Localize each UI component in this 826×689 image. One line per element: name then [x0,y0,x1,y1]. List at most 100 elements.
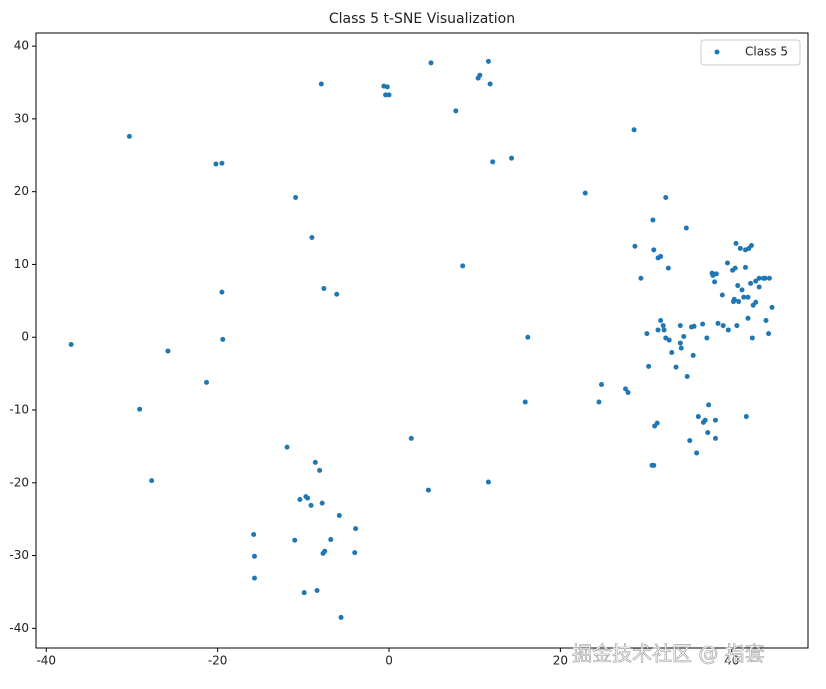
point [736,299,742,305]
watermark: 掘金技术社区 @ 指套 [572,642,765,666]
x-tick-label: -20 [208,654,228,668]
point [695,414,701,420]
point [712,279,718,285]
point [753,299,759,305]
point [68,342,74,348]
point [321,285,327,291]
point [137,406,143,412]
point [308,502,314,508]
point [314,588,320,594]
point [284,444,290,450]
y-tick-label: 10 [14,257,29,271]
x-tick-label: -40 [36,654,56,668]
point [338,614,344,620]
chart-title: Class 5 t-SNE Visualization [329,11,515,27]
point [702,417,708,423]
point [769,304,775,310]
x-tick-label: 20 [553,654,568,668]
point [453,108,459,114]
point [766,275,772,281]
point [719,292,725,298]
plot-frame [35,32,809,649]
point [309,235,315,241]
point [297,497,303,503]
point [149,478,155,484]
point [743,414,749,420]
point [213,161,219,167]
point [666,337,672,343]
point [655,327,661,333]
point [219,160,225,166]
point [509,155,515,161]
x-tick-label: 0 [385,654,393,668]
point [322,548,328,554]
point [525,334,531,340]
x-tick-label: 40 [724,654,739,668]
point [745,315,751,321]
point [660,323,666,329]
point [677,340,683,346]
point [724,260,730,266]
point [756,284,762,290]
point [745,294,751,300]
y-tick-label: -20 [9,475,29,489]
point [596,399,602,405]
point [677,323,683,329]
point [384,84,390,90]
y-tick-label: 20 [14,184,29,198]
point [126,133,132,139]
y-tick-label: -10 [9,403,29,417]
point [661,327,667,333]
legend-box [700,39,801,66]
point [292,537,298,543]
point [522,399,528,405]
point [725,327,731,333]
point [383,92,389,98]
y-tick-label: -40 [9,621,29,635]
point [219,289,225,295]
point [712,417,718,423]
point [705,430,711,436]
point [460,263,466,269]
point [684,374,690,380]
point [599,382,605,388]
point [650,217,656,223]
point [318,81,324,87]
point [690,352,696,358]
point [487,81,493,87]
point [763,317,769,323]
point [749,335,755,341]
point [317,467,323,473]
point [408,435,414,441]
point [694,450,700,456]
point [712,435,718,441]
point [301,590,307,596]
point [704,335,710,341]
point [654,420,660,426]
point [753,278,759,284]
point [732,265,738,271]
point [700,321,706,327]
point [691,323,697,329]
point [681,333,687,339]
point [735,283,741,289]
point [673,364,679,370]
point [638,275,644,281]
point [663,194,669,200]
point [651,247,657,253]
point [319,500,325,506]
point [204,379,210,385]
point [651,462,657,468]
point [756,275,762,281]
point [742,264,748,270]
point [334,291,340,297]
point [737,245,743,251]
point [631,127,637,133]
point [477,72,483,78]
point [625,390,631,396]
point [766,331,772,337]
point [293,194,299,200]
point [220,336,226,342]
